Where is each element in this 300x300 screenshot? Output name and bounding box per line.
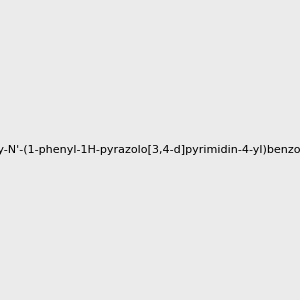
Text: 4-methoxy-N'-(1-phenyl-1H-pyrazolo[3,4-d]pyrimidin-4-yl)benzohydrazide: 4-methoxy-N'-(1-phenyl-1H-pyrazolo[3,4-d… (0, 145, 300, 155)
